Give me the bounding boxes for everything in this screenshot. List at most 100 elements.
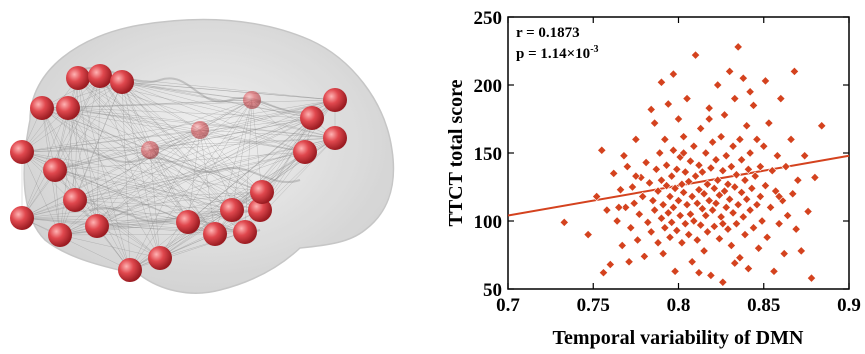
- data-point: [675, 210, 685, 221]
- data-point: [714, 190, 725, 200]
- brain-node: [10, 140, 34, 164]
- data-point: [639, 251, 650, 261]
- brain-edge: [259, 137, 336, 211]
- data-point: [690, 171, 701, 181]
- data-point: [602, 205, 612, 215]
- brain-edge: [59, 149, 151, 236]
- data-point: [723, 224, 733, 234]
- data-point: [806, 273, 817, 283]
- data-point: [728, 208, 738, 218]
- data-point: [762, 232, 772, 242]
- data-point: [646, 104, 656, 115]
- brain-edge: [121, 81, 201, 131]
- brain-edge: [96, 209, 233, 227]
- data-point: [673, 195, 684, 206]
- data-point: [735, 134, 745, 145]
- data-point: [759, 141, 769, 151]
- annotation-r: r = 0.1873: [516, 25, 580, 41]
- brain-edge: [231, 99, 253, 211]
- data-point: [757, 216, 767, 226]
- data-point: [653, 238, 663, 248]
- brain-edge: [121, 81, 161, 259]
- data-point: [656, 175, 667, 185]
- brain-edge: [41, 107, 76, 201]
- data-point: [704, 114, 714, 124]
- brain-edge: [121, 81, 336, 101]
- data-point: [743, 164, 754, 174]
- brain-node: [323, 88, 347, 112]
- brain-edge: [74, 191, 263, 201]
- data-point: [627, 182, 638, 192]
- data-point: [653, 186, 663, 196]
- brain-edge: [74, 117, 313, 201]
- data-point: [711, 155, 721, 165]
- data-point: [650, 118, 660, 128]
- brain-edge: [99, 75, 336, 139]
- brain-node: [63, 188, 87, 212]
- brain-network-panel: [10, 18, 395, 294]
- brain-edge: [129, 129, 201, 271]
- brain-edge: [67, 107, 263, 193]
- brain-edge: [199, 99, 253, 131]
- data-point: [719, 110, 730, 120]
- data-point: [723, 179, 733, 189]
- brain-edge: [149, 149, 189, 223]
- brain-edge: [21, 129, 201, 153]
- data-point: [789, 66, 800, 77]
- data-point: [767, 166, 777, 176]
- data-point: [779, 249, 789, 259]
- data-point: [629, 198, 639, 208]
- data-point: [707, 137, 718, 147]
- brain-edge: [67, 107, 306, 153]
- data-point: [726, 240, 736, 251]
- data-point: [624, 257, 634, 267]
- brain-edge: [41, 81, 123, 109]
- brain-edge: [67, 107, 76, 201]
- brain-edge: [21, 151, 98, 227]
- brain-node: [10, 206, 34, 230]
- brain-edge: [251, 99, 336, 139]
- data-point: [631, 134, 641, 145]
- brain-edge: [159, 231, 246, 259]
- brain-edge: [96, 221, 189, 227]
- data-point: [651, 164, 661, 174]
- data-point: [760, 76, 771, 86]
- brain-edge: [74, 199, 233, 211]
- brain-node: [56, 96, 80, 120]
- data-point: [634, 209, 644, 219]
- data-point: [660, 134, 670, 145]
- brain-node: [250, 180, 274, 204]
- brain-node: [300, 106, 324, 130]
- data-point: [678, 187, 689, 198]
- brain-node: [85, 214, 109, 238]
- data-point: [817, 121, 827, 131]
- data-point: [615, 185, 626, 195]
- data-point: [641, 157, 651, 168]
- data-point: [771, 186, 781, 196]
- data-point: [740, 229, 750, 240]
- brain-node: [191, 121, 209, 139]
- brain-edge: [77, 77, 151, 151]
- data-point: [612, 216, 622, 226]
- data-point: [682, 200, 692, 210]
- data-point: [687, 257, 697, 267]
- data-point: [680, 167, 690, 177]
- brain-node: [30, 96, 54, 120]
- brain-edge: [187, 129, 201, 223]
- data-point: [697, 204, 707, 214]
- data-point: [730, 93, 740, 104]
- data-point: [728, 141, 738, 151]
- data-point: [736, 155, 747, 165]
- brain-node: [118, 258, 142, 282]
- data-point: [745, 87, 755, 97]
- brain-edge: [41, 99, 336, 109]
- data-point: [803, 206, 813, 217]
- annotation-p-exponent: -3: [590, 44, 598, 55]
- data-point: [706, 163, 716, 173]
- data-point: [605, 259, 615, 270]
- brain-edge: [96, 129, 201, 227]
- data-point: [721, 151, 731, 161]
- data-point: [733, 200, 743, 210]
- data-point: [621, 202, 631, 213]
- brain-edge: [21, 217, 98, 227]
